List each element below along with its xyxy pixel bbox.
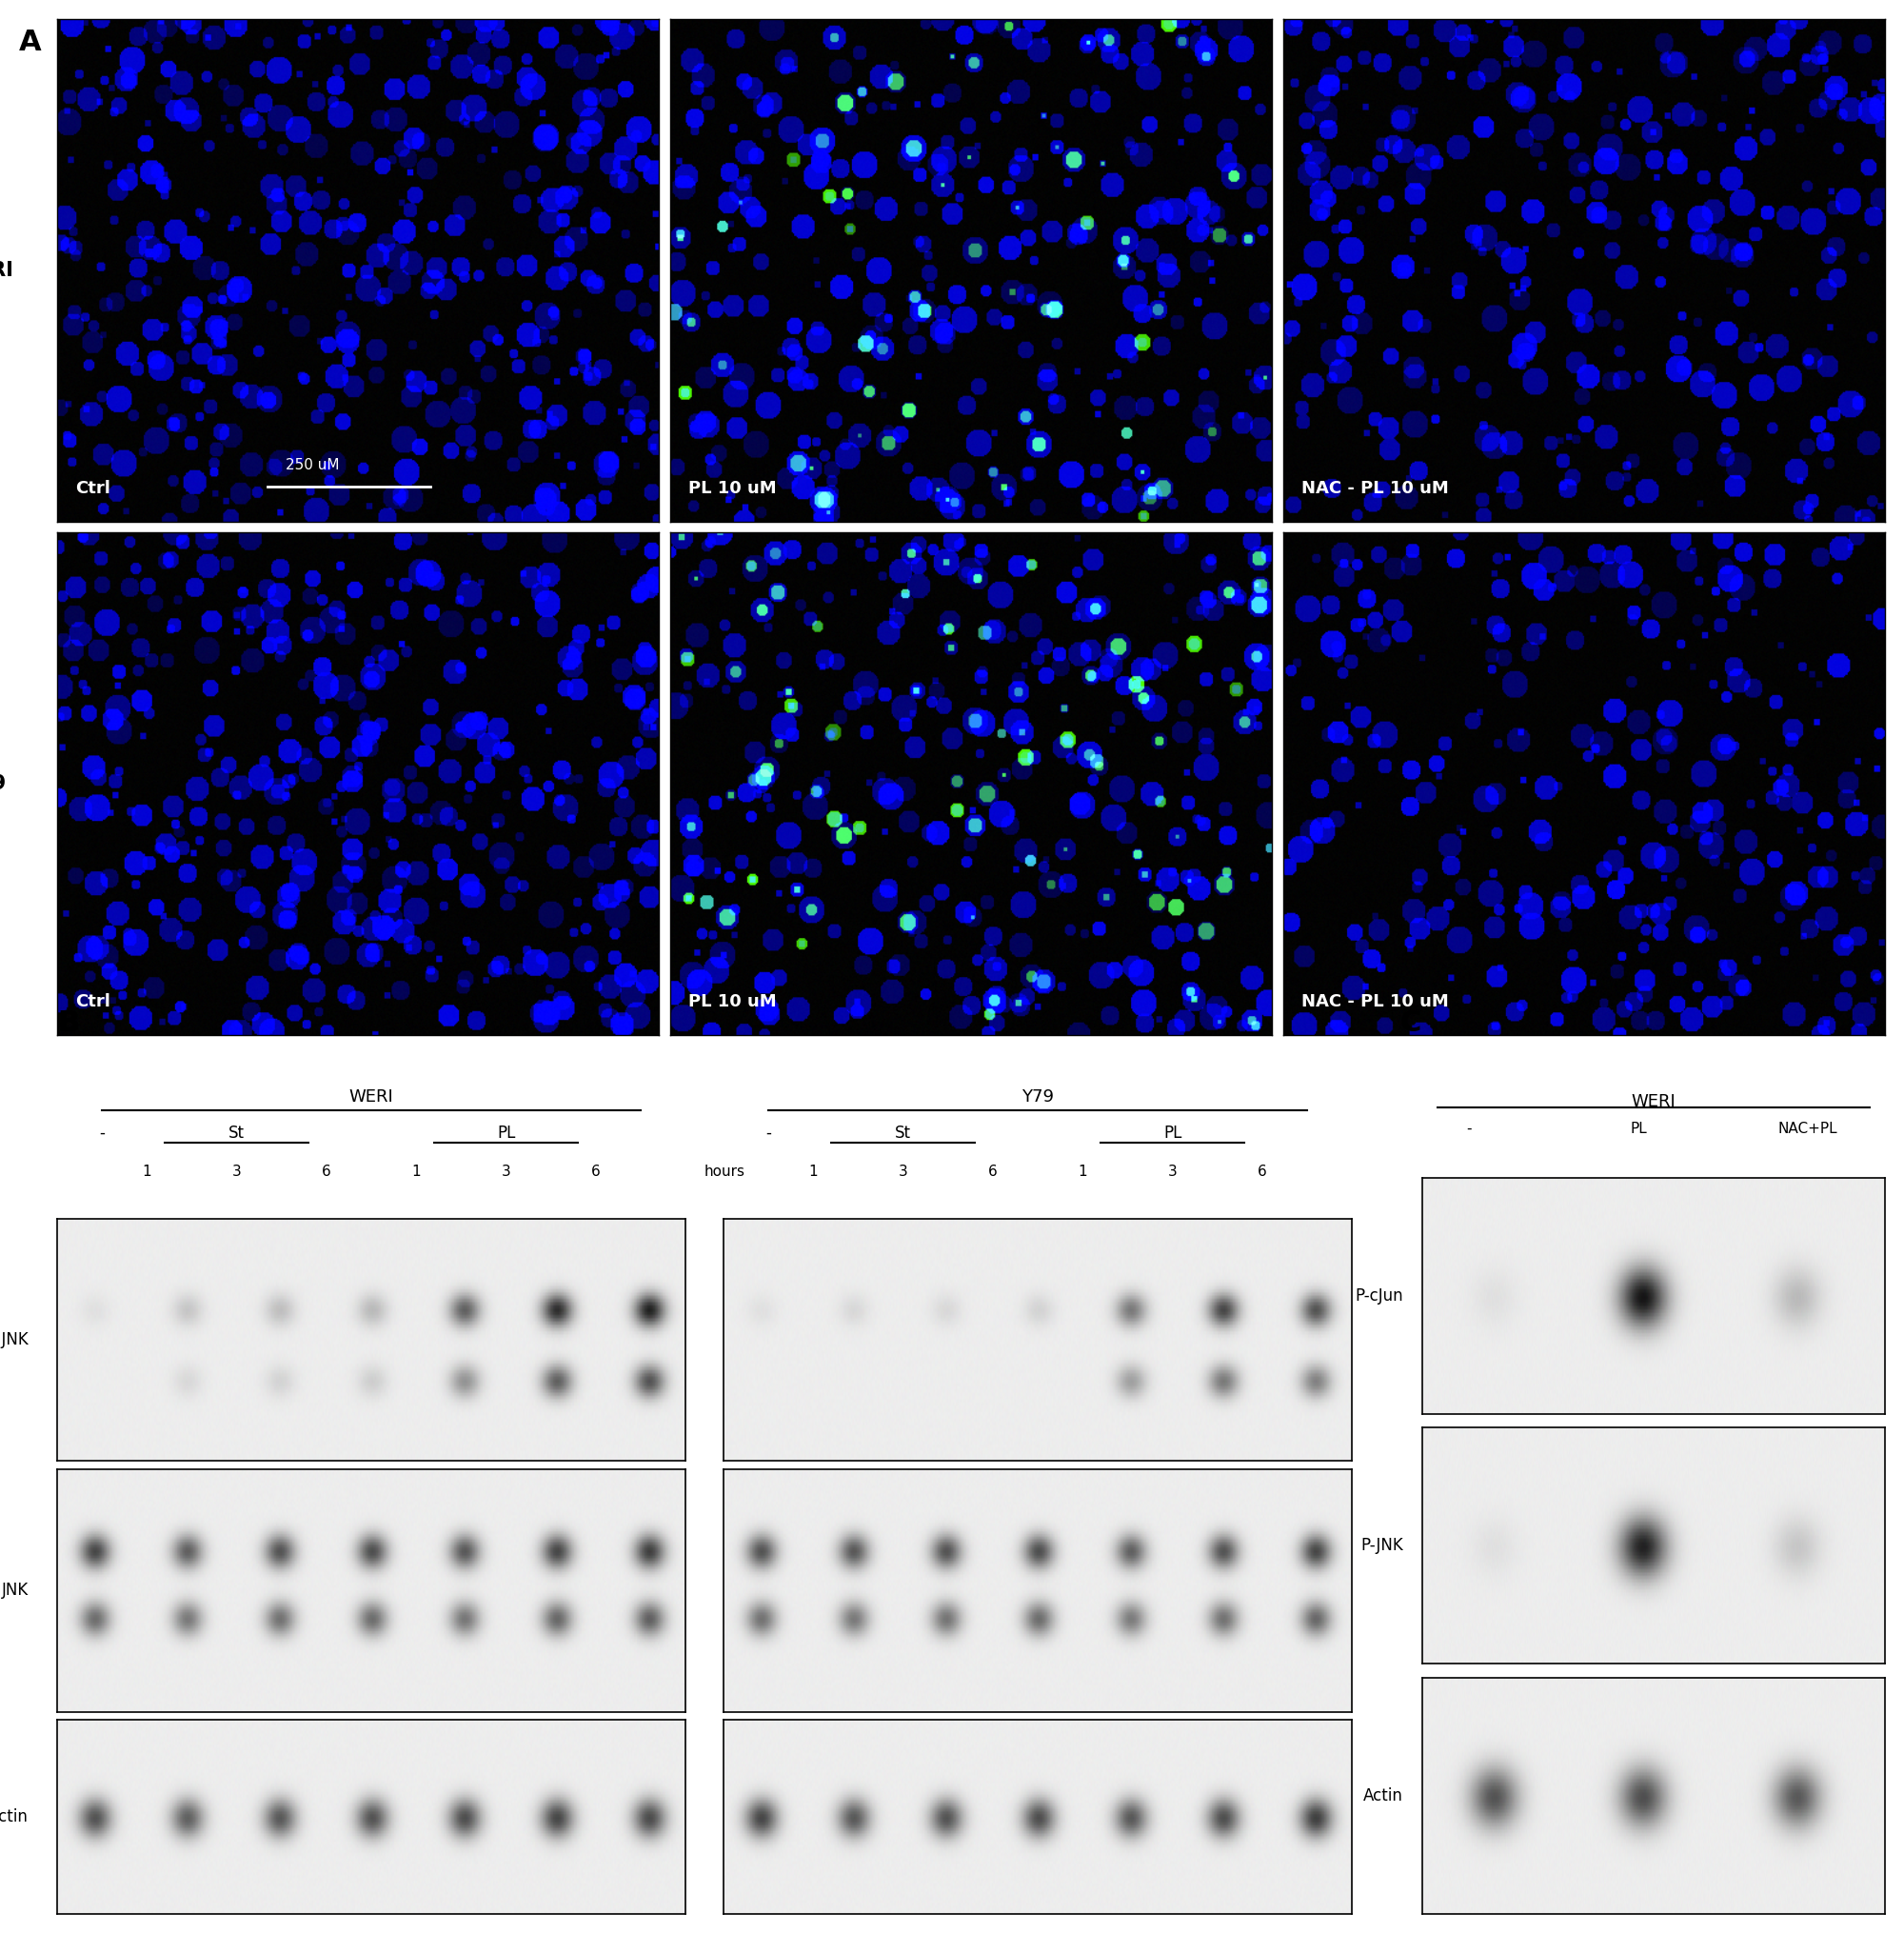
Text: 3: 3	[232, 1164, 242, 1179]
Text: 1: 1	[1078, 1164, 1087, 1179]
Text: WERI: WERI	[0, 261, 13, 280]
Text: PL 10 uM: PL 10 uM	[689, 479, 777, 497]
Text: 6: 6	[322, 1164, 331, 1179]
Text: Ctrl: Ctrl	[74, 994, 110, 1009]
Text: P-JNK: P-JNK	[0, 1332, 29, 1349]
Text: PL 10 uM: PL 10 uM	[689, 994, 777, 1009]
Text: 6: 6	[988, 1164, 998, 1179]
Text: 6: 6	[592, 1164, 600, 1179]
Text: NAC+PL: NAC+PL	[1778, 1121, 1837, 1137]
Text: A: A	[19, 29, 42, 56]
Text: hours: hours	[704, 1164, 744, 1179]
Text: -: -	[1466, 1121, 1472, 1137]
Text: Actin: Actin	[0, 1807, 29, 1825]
Text: WERI: WERI	[1632, 1094, 1676, 1111]
Text: 3: 3	[1167, 1164, 1177, 1179]
Text: 3: 3	[501, 1164, 510, 1179]
Text: PL: PL	[497, 1125, 516, 1142]
Text: Y79: Y79	[0, 773, 6, 793]
Text: Y79: Y79	[1022, 1088, 1055, 1106]
Text: St: St	[895, 1125, 912, 1142]
Text: PL: PL	[1630, 1121, 1647, 1137]
Text: 1: 1	[809, 1164, 819, 1179]
Text: 250 uM: 250 uM	[286, 458, 339, 472]
Text: B: B	[57, 1009, 80, 1036]
Text: NAC - PL 10 uM: NAC - PL 10 uM	[1302, 994, 1449, 1009]
Text: JNK: JNK	[2, 1581, 29, 1599]
Text: P-cJun: P-cJun	[1356, 1287, 1403, 1305]
Text: -: -	[765, 1125, 771, 1142]
Text: WERI: WERI	[348, 1088, 394, 1106]
Text: PL: PL	[1163, 1125, 1182, 1142]
Text: 1: 1	[143, 1164, 152, 1179]
Text: -: -	[99, 1125, 105, 1142]
Text: 1: 1	[411, 1164, 421, 1179]
Text: C: C	[1399, 1009, 1420, 1036]
Text: St: St	[228, 1125, 246, 1142]
Text: NAC - PL 10 uM: NAC - PL 10 uM	[1302, 479, 1449, 497]
Text: P-JNK: P-JNK	[1361, 1537, 1403, 1554]
Text: 6: 6	[1259, 1164, 1266, 1179]
Text: Ctrl: Ctrl	[74, 479, 110, 497]
Text: Actin: Actin	[1363, 1786, 1403, 1803]
Text: B: B	[57, 1009, 80, 1036]
Text: 3: 3	[899, 1164, 908, 1179]
